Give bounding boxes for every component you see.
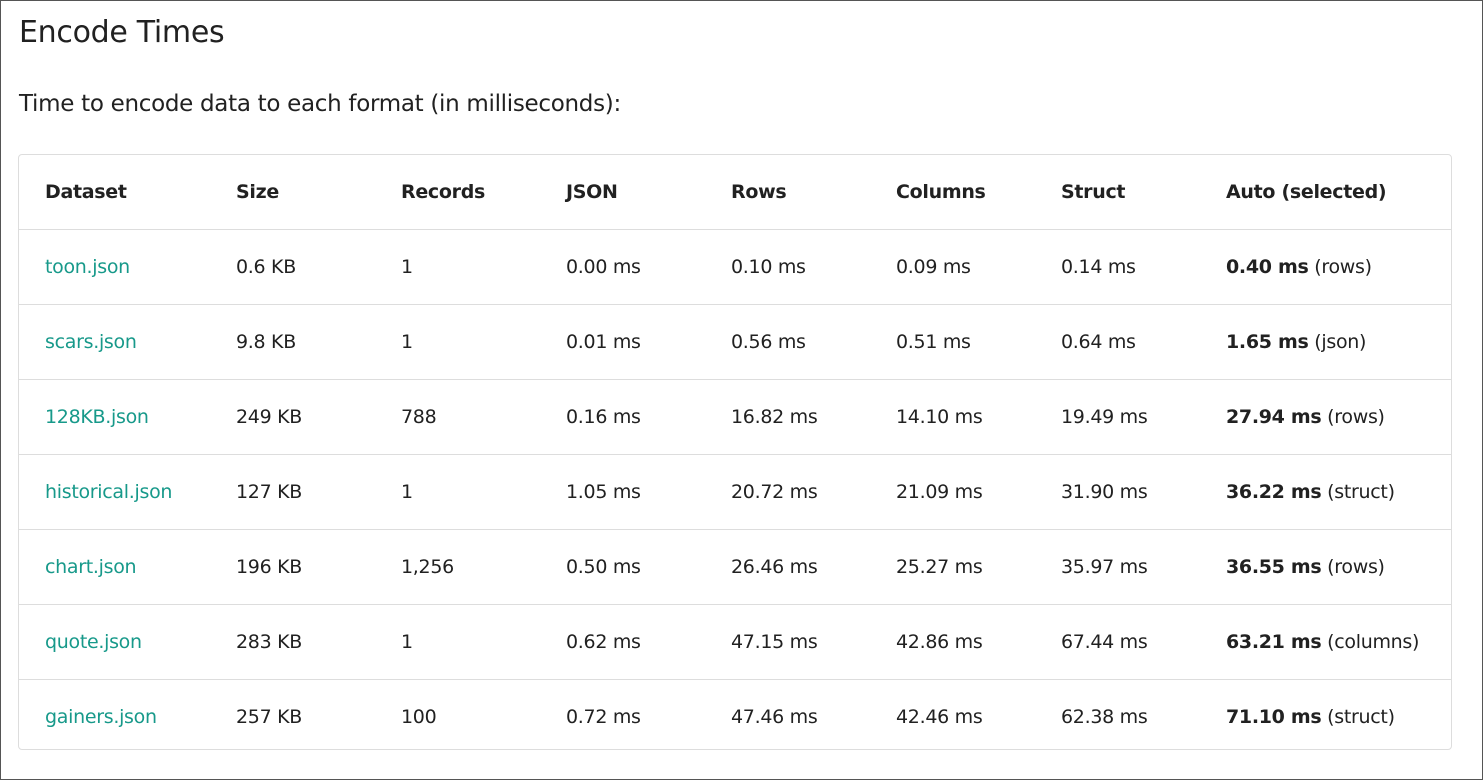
cell-size: 9.8 KB [210, 304, 375, 380]
cell-dataset: 128KB.json [19, 379, 210, 455]
table-header-row: Dataset Size Records JSON Rows Columns S… [19, 155, 1451, 230]
auto-time: 36.22 ms [1226, 481, 1322, 503]
table-row: chart.json 196 KB 1,256 0.50 ms 26.46 ms… [19, 529, 1451, 605]
auto-time: 63.21 ms [1226, 631, 1322, 653]
auto-format: (rows) [1314, 256, 1372, 278]
cell-struct: 67.44 ms [1035, 604, 1200, 680]
cell-size: 127 KB [210, 454, 375, 530]
cell-dataset: scars.json [19, 304, 210, 380]
header-columns: Columns [896, 181, 986, 203]
cell-size: 0.6 KB [210, 229, 375, 305]
cell-json: 0.72 ms [540, 679, 705, 754]
header-rows: Rows [731, 181, 787, 203]
cell-json: 0.50 ms [540, 529, 705, 605]
cell-columns: 0.51 ms [870, 304, 1035, 380]
cell-size: 283 KB [210, 604, 375, 680]
cell-records: 788 [375, 379, 540, 455]
dataset-link[interactable]: gainers.json [45, 706, 157, 728]
header-size: Size [236, 181, 279, 203]
cell-auto: 36.55 ms (rows) [1200, 529, 1451, 605]
cell-records: 1 [375, 454, 540, 530]
cell-records: 1,256 [375, 529, 540, 605]
cell-auto: 1.65 ms (json) [1200, 304, 1451, 380]
cell-size: 249 KB [210, 379, 375, 455]
auto-format: (struct) [1327, 481, 1395, 503]
auto-format: (json) [1314, 331, 1367, 353]
subtitle: Time to encode data to each format (in m… [19, 91, 621, 117]
cell-rows: 26.46 ms [705, 529, 870, 605]
auto-format: (rows) [1327, 556, 1385, 578]
cell-struct: 19.49 ms [1035, 379, 1200, 455]
dataset-link[interactable]: 128KB.json [45, 406, 149, 428]
table-row: scars.json 9.8 KB 1 0.01 ms 0.56 ms 0.51… [19, 304, 1451, 380]
cell-columns: 42.86 ms [870, 604, 1035, 680]
header-struct: Struct [1061, 181, 1126, 203]
cell-auto: 27.94 ms (rows) [1200, 379, 1451, 455]
header-dataset: Dataset [45, 181, 127, 203]
cell-columns: 14.10 ms [870, 379, 1035, 455]
cell-struct: 62.38 ms [1035, 679, 1200, 754]
cell-rows: 20.72 ms [705, 454, 870, 530]
cell-dataset: toon.json [19, 229, 210, 305]
cell-auto: 36.22 ms (struct) [1200, 454, 1451, 530]
auto-format: (struct) [1327, 706, 1395, 728]
cell-json: 0.62 ms [540, 604, 705, 680]
dataset-link[interactable]: historical.json [45, 481, 173, 503]
cell-json: 0.01 ms [540, 304, 705, 380]
header-records: Records [401, 181, 486, 203]
dataset-link[interactable]: toon.json [45, 256, 130, 278]
cell-columns: 21.09 ms [870, 454, 1035, 530]
cell-columns: 42.46 ms [870, 679, 1035, 754]
cell-json: 0.00 ms [540, 229, 705, 305]
cell-dataset: gainers.json [19, 679, 210, 754]
cell-rows: 16.82 ms [705, 379, 870, 455]
table-row: toon.json 0.6 KB 1 0.00 ms 0.10 ms 0.09 … [19, 229, 1451, 305]
header-auto: Auto (selected) [1226, 181, 1387, 203]
cell-size: 257 KB [210, 679, 375, 754]
cell-struct: 0.64 ms [1035, 304, 1200, 380]
cell-rows: 0.56 ms [705, 304, 870, 380]
cell-rows: 0.10 ms [705, 229, 870, 305]
cell-rows: 47.46 ms [705, 679, 870, 754]
cell-records: 1 [375, 304, 540, 380]
cell-rows: 47.15 ms [705, 604, 870, 680]
cell-json: 0.16 ms [540, 379, 705, 455]
cell-columns: 0.09 ms [870, 229, 1035, 305]
auto-format: (columns) [1327, 631, 1420, 653]
cell-json: 1.05 ms [540, 454, 705, 530]
cell-struct: 35.97 ms [1035, 529, 1200, 605]
cell-dataset: chart.json [19, 529, 210, 605]
auto-time: 0.40 ms [1226, 256, 1309, 278]
auto-time: 71.10 ms [1226, 706, 1322, 728]
cell-struct: 0.14 ms [1035, 229, 1200, 305]
table-row: historical.json 127 KB 1 1.05 ms 20.72 m… [19, 454, 1451, 530]
cell-records: 100 [375, 679, 540, 754]
dataset-link[interactable]: scars.json [45, 331, 137, 353]
auto-format: (rows) [1327, 406, 1385, 428]
cell-dataset: quote.json [19, 604, 210, 680]
auto-time: 27.94 ms [1226, 406, 1322, 428]
cell-columns: 25.27 ms [870, 529, 1035, 605]
cell-size: 196 KB [210, 529, 375, 605]
header-json: JSON [566, 181, 618, 203]
encode-times-table: Dataset Size Records JSON Rows Columns S… [19, 155, 1451, 754]
dataset-link[interactable]: chart.json [45, 556, 137, 578]
cell-auto: 71.10 ms (struct) [1200, 679, 1451, 754]
cell-records: 1 [375, 604, 540, 680]
auto-time: 36.55 ms [1226, 556, 1322, 578]
table-row: gainers.json 257 KB 100 0.72 ms 47.46 ms… [19, 679, 1451, 754]
cell-records: 1 [375, 229, 540, 305]
cell-auto: 0.40 ms (rows) [1200, 229, 1451, 305]
page-title: Encode Times [19, 15, 225, 50]
encode-times-table-container: Dataset Size Records JSON Rows Columns S… [18, 154, 1452, 754]
cell-dataset: historical.json [19, 454, 210, 530]
auto-time: 1.65 ms [1226, 331, 1309, 353]
table-row: quote.json 283 KB 1 0.62 ms 47.15 ms 42.… [19, 604, 1451, 680]
cell-auto: 63.21 ms (columns) [1200, 604, 1451, 680]
cell-struct: 31.90 ms [1035, 454, 1200, 530]
table-row: 128KB.json 249 KB 788 0.16 ms 16.82 ms 1… [19, 379, 1451, 455]
dataset-link[interactable]: quote.json [45, 631, 142, 653]
